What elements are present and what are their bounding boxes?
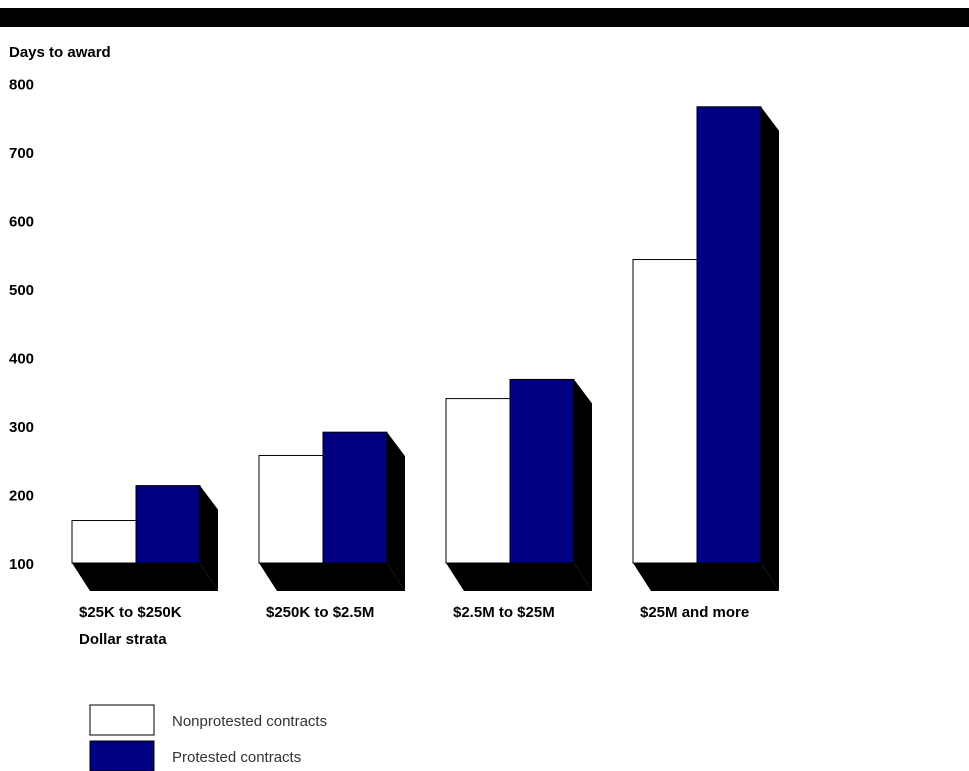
legend-label: Nonprotested contracts [172,713,327,730]
x-axis-title: Dollar strata [79,631,167,648]
x-category-label: $2.5M to $25M [453,604,555,621]
bar-floor-shadow [72,563,218,591]
y-tick-label: 100 [9,556,34,573]
y-tick-label: 400 [9,351,34,368]
bar-protested [135,485,201,564]
bar-floor-shadow [446,563,592,591]
y-tick-label: 700 [9,145,34,162]
bar-nonprotested [445,398,511,564]
y-axis-title: Days to award [9,44,111,61]
x-category-label: $25M and more [640,604,749,621]
legend-swatch-nonprotested [89,704,155,736]
x-category-label: $250K to $2.5M [266,604,374,621]
legend-label: Protested contracts [172,749,301,766]
y-tick-label: 600 [9,214,34,231]
bar-floor-shadow [259,563,405,591]
bar-nonprotested [71,520,137,564]
bar-side-shadow [574,379,592,591]
bar-nonprotested [258,454,324,564]
bar-nonprotested [632,259,698,564]
header-bar [0,8,969,27]
bar-protested [696,106,762,564]
bar-side-shadow [200,485,218,591]
bar-protested [509,378,575,564]
x-category-label: $25K to $250K [79,604,182,621]
y-tick-label: 200 [9,488,34,505]
bar-floor-shadow [633,563,779,591]
y-tick-label: 300 [9,419,34,436]
y-tick-label: 500 [9,282,34,299]
bar-side-shadow [761,106,779,591]
bar-protested [322,431,388,564]
legend-swatch-protested [89,740,155,771]
bar-side-shadow [387,432,405,591]
y-tick-label: 800 [9,77,34,94]
